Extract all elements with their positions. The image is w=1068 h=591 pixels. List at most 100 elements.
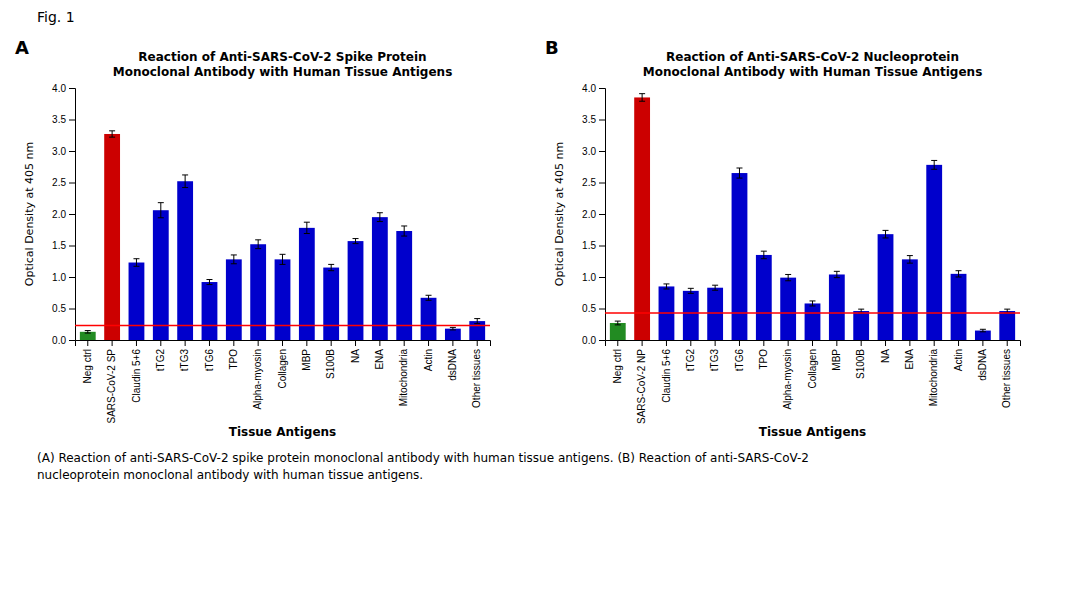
plot-area	[75, 131, 490, 340]
x-tick-mark	[452, 340, 453, 346]
x-tick: Actin	[953, 340, 964, 371]
x-tick-mark	[233, 340, 234, 346]
x-tick: MBP	[301, 340, 312, 371]
y-tick-mark	[599, 340, 605, 341]
y-tick-label: 0.0	[52, 335, 66, 346]
x-tick: S100B	[325, 340, 336, 379]
error-bar	[639, 94, 645, 102]
bar	[683, 291, 699, 340]
figure: Fig. 1(A) Reaction of anti-SARS-CoV-2 sp…	[0, 0, 1068, 591]
y-tick-label: 0.0	[582, 335, 596, 346]
y-tick-label: 3.0	[52, 146, 66, 157]
bar	[829, 274, 845, 340]
panel: 0.00.51.01.52.02.53.03.54.0Neg ctrlSARS-…	[545, 37, 1021, 439]
error-bar	[328, 264, 334, 270]
x-tick-mark	[428, 340, 429, 346]
x-tick-label: dsDNA	[977, 349, 988, 381]
x-tick: dsDNA	[977, 340, 988, 381]
x-tick-label: tTG3	[179, 349, 190, 372]
x-axis-line	[76, 341, 491, 347]
x-tick: NA	[350, 340, 361, 363]
error-bar	[931, 160, 937, 169]
x-tick: Other tissues	[1001, 340, 1012, 408]
x-tick-label: tTG6	[204, 349, 215, 372]
x-tick-label: Mitochondria	[928, 349, 939, 407]
error-bar	[231, 255, 237, 264]
x-tick-mark	[909, 340, 910, 346]
x-tick-mark	[331, 340, 332, 346]
x-tick-label: SARS-CoV-2 SP	[106, 349, 117, 424]
bar	[372, 217, 388, 340]
y-axis-title: Optical Density at 405 nm	[553, 142, 566, 286]
y-tick-mark	[69, 183, 75, 184]
x-tick-label: tTG6	[734, 349, 745, 372]
x-tick: Alpha-myosin	[252, 340, 263, 410]
x-axis-title: Tissue Antigens	[759, 425, 867, 439]
error-bar	[109, 131, 115, 137]
x-tick: Collagen	[277, 340, 288, 388]
x-tick-label: tTG3	[709, 349, 720, 372]
y-tick-label: 2.5	[52, 177, 66, 188]
y-tick-label: 3.5	[52, 114, 66, 125]
y-tick-mark	[69, 309, 75, 310]
chart-title: Reaction of Anti-SARS-CoV-2 Spike Protei…	[113, 50, 453, 79]
y-tick-label: 1.5	[52, 240, 66, 251]
caption: nucleoprotein monoclonal antibody with h…	[37, 468, 423, 482]
x-tick: ENA	[374, 340, 385, 370]
x-tick-label: Actin	[953, 349, 964, 371]
bar	[805, 303, 821, 340]
x-tick-mark	[112, 340, 113, 346]
x-tick-mark	[861, 340, 862, 346]
error-bar	[304, 222, 310, 233]
x-tick-mark	[282, 340, 283, 346]
caption: (A) Reaction of anti-SARS-CoV-2 spike pr…	[37, 451, 809, 465]
y-tick: 2.5	[52, 177, 75, 188]
x-tick: Mitochondria	[398, 340, 409, 406]
y-tick-mark	[69, 277, 75, 278]
threshold-line	[75, 325, 490, 327]
x-tick-mark	[477, 340, 478, 346]
x-tick-label: Mitochondria	[398, 349, 409, 407]
y-tick: 0.0	[52, 335, 75, 346]
error-bar	[158, 203, 164, 218]
y-tick-mark	[69, 151, 75, 152]
y-tick-mark	[599, 309, 605, 310]
x-tick: SARS-CoV-2 SP	[106, 340, 117, 423]
y-axis-title: Optical Density at 405 nm	[23, 142, 36, 286]
x-tick-label: ENA	[904, 349, 915, 370]
x-tick-mark	[617, 340, 618, 346]
x-tick-mark	[739, 340, 740, 346]
x-tick-label: Claudin 5+6	[131, 349, 142, 403]
error-bar	[85, 331, 91, 334]
x-tick-label: MBP	[301, 349, 312, 371]
x-tick-label: ENA	[374, 349, 385, 370]
y-tick-label: 2.0	[582, 209, 596, 220]
y-tick-mark	[599, 151, 605, 152]
y-tick-mark	[69, 88, 75, 89]
x-tick-label: tTG2	[155, 349, 166, 372]
x-tick: MBP	[831, 340, 842, 371]
error-bar	[255, 240, 261, 249]
y-axis-line	[69, 89, 76, 341]
error-bar	[182, 175, 188, 188]
bar	[756, 255, 772, 340]
y-tick: 3.0	[582, 146, 605, 157]
error-bar	[615, 321, 621, 325]
y-tick-mark	[69, 246, 75, 247]
x-tick: NA	[880, 340, 891, 363]
error-bar	[810, 301, 816, 306]
x-tick-label: TPO	[228, 349, 239, 370]
x-tick-mark	[812, 340, 813, 346]
bar	[275, 259, 291, 340]
bar	[878, 234, 894, 340]
y-tick-label: 2.0	[52, 209, 66, 220]
y-tick-label: 3.0	[582, 146, 596, 157]
x-tick: tTG6	[204, 340, 215, 371]
error-bar	[785, 274, 791, 280]
x-tick-mark	[355, 340, 356, 346]
bar	[853, 311, 869, 340]
x-tick-label: Claudin 5+6	[661, 349, 672, 403]
x-tick-label: SARS-CoV-2 NP	[636, 349, 647, 424]
error-bar	[133, 259, 139, 267]
x-tick-label: NA	[880, 349, 891, 363]
